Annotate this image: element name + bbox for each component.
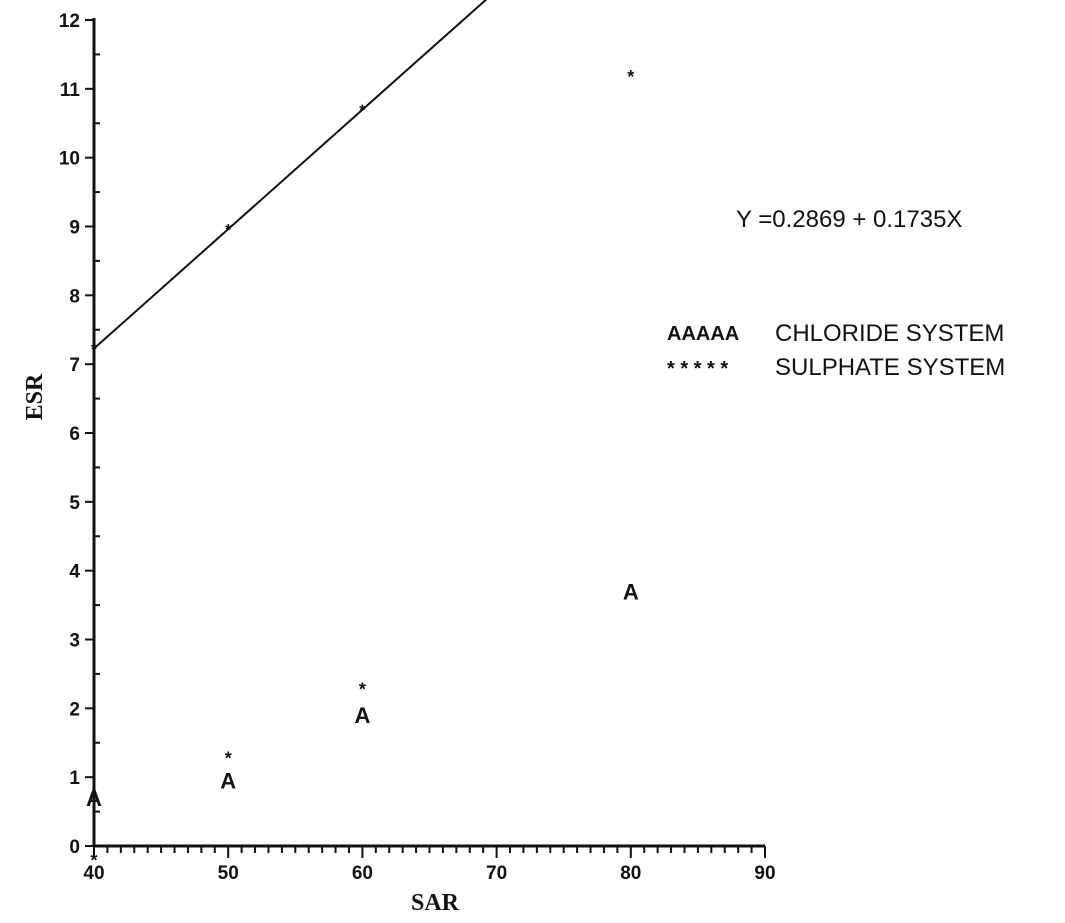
chloride-point: A bbox=[86, 786, 102, 811]
y-tick-label: 7 bbox=[69, 355, 80, 376]
x-tick-label: 70 bbox=[486, 863, 507, 884]
regression-line-group: **** bbox=[91, 0, 488, 359]
sulphate-point: * bbox=[90, 850, 97, 870]
legend-marker-chloride: AAAAA bbox=[667, 323, 739, 345]
chloride-point: A bbox=[623, 579, 639, 604]
sulphate-point: * bbox=[359, 680, 366, 700]
x-tick-label: 90 bbox=[754, 863, 775, 884]
sulphate-point: * bbox=[627, 67, 634, 87]
x-tick-label: 50 bbox=[218, 863, 239, 884]
fit-line-marker: * bbox=[359, 103, 366, 120]
y-tick-label: 9 bbox=[69, 218, 80, 239]
legend-label-chloride: CHLORIDE SYSTEM bbox=[775, 320, 1004, 347]
chloride-point: A bbox=[220, 769, 236, 794]
y-tick-label: 3 bbox=[69, 631, 80, 652]
data-points: AAAA**** bbox=[86, 67, 639, 870]
x-tick-label: 80 bbox=[620, 863, 641, 884]
y-tick-label: 12 bbox=[59, 11, 80, 32]
regression-line bbox=[93, 0, 488, 350]
y-tick-label: 0 bbox=[69, 837, 80, 858]
y-tick-label: 5 bbox=[69, 493, 80, 514]
sulphate-point: * bbox=[225, 749, 232, 769]
y-axis-title: ESR bbox=[22, 373, 48, 420]
chloride-point: A bbox=[354, 703, 370, 728]
legend-marker-sulphate: * * * * * bbox=[667, 358, 728, 380]
y-tick-label: 1 bbox=[69, 768, 80, 789]
y-tick-label: 10 bbox=[59, 149, 80, 170]
y-tick-label: 4 bbox=[69, 562, 80, 583]
fit-line-marker: * bbox=[225, 222, 232, 239]
x-tick-label: 40 bbox=[83, 863, 104, 884]
y-tick-label: 2 bbox=[69, 699, 80, 720]
y-tick-label: 11 bbox=[60, 80, 81, 101]
y-tick-label: 6 bbox=[69, 424, 80, 445]
fit-line-marker: * bbox=[91, 342, 98, 359]
x-axis-title: SAR bbox=[411, 890, 460, 916]
legend-label-sulphate: SULPHATE SYSTEM bbox=[775, 354, 1005, 381]
equation-annotation: Y =0.2869 + 0.1735X bbox=[736, 206, 962, 233]
y-tick-label: 8 bbox=[69, 286, 80, 307]
x-tick-label: 60 bbox=[352, 863, 373, 884]
